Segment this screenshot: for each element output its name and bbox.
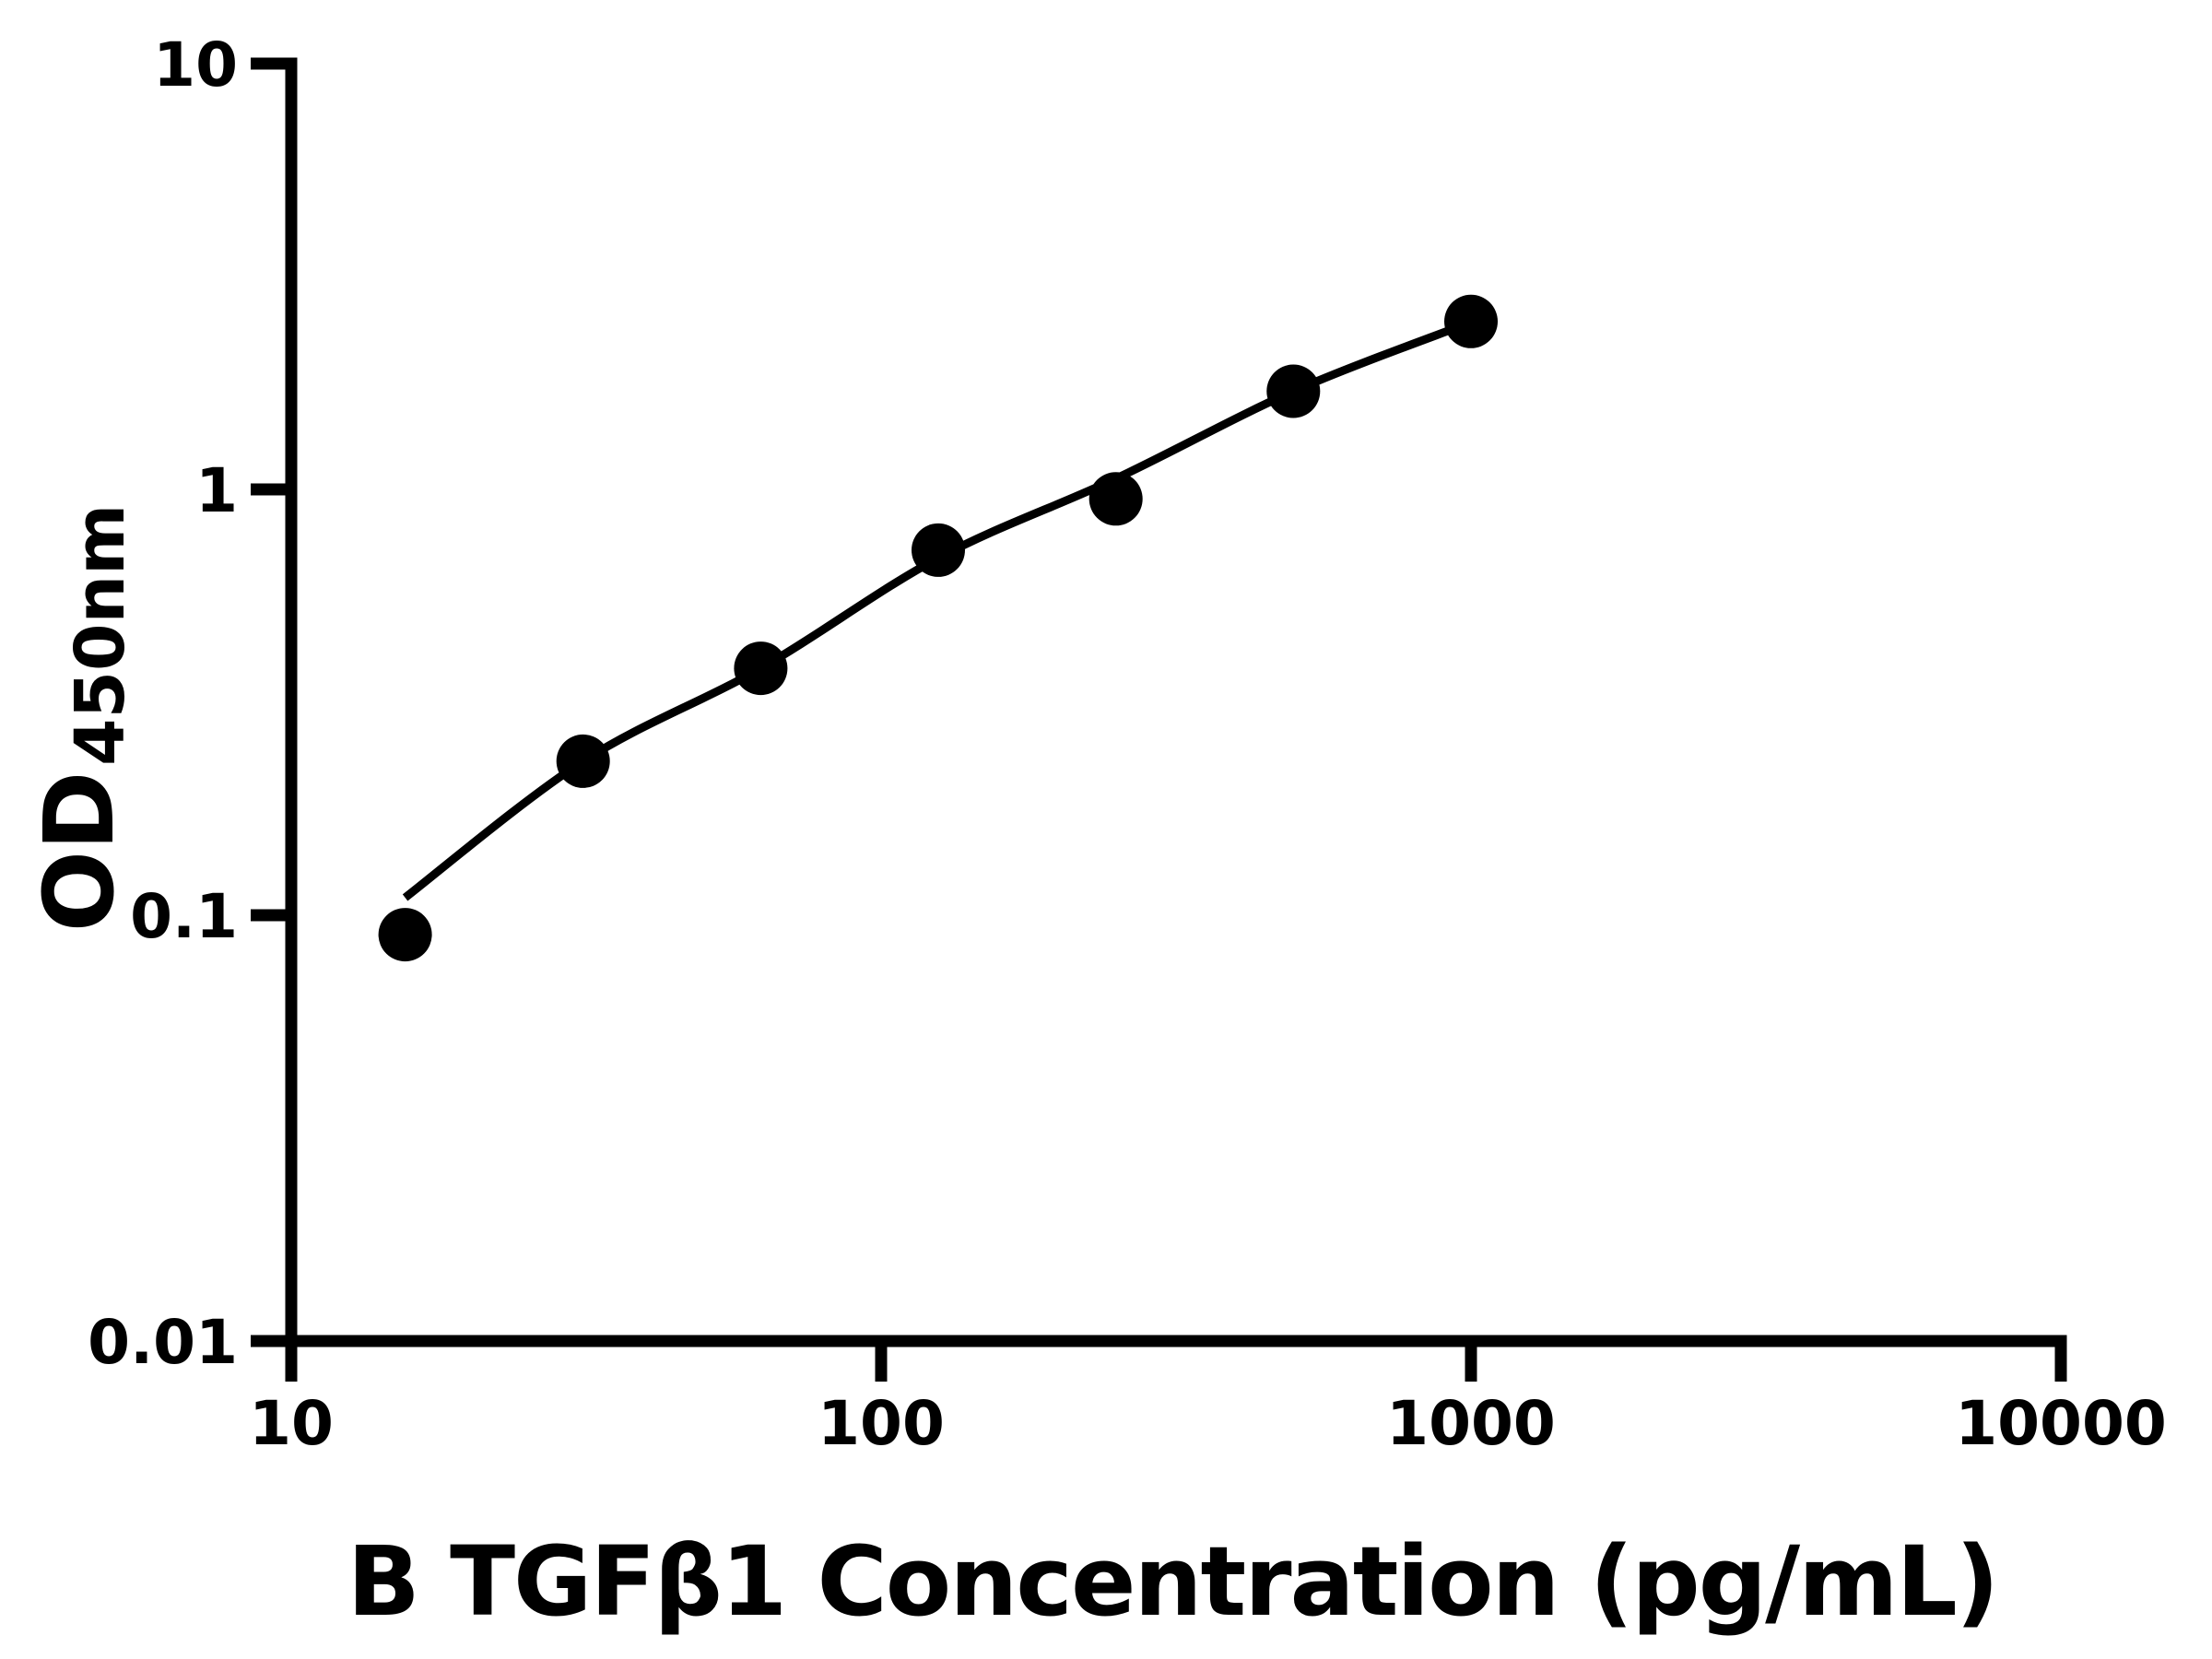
axes: [285, 57, 2067, 1347]
y-tick-label: 0.1: [130, 881, 238, 952]
x-tick-label: 100: [818, 1388, 945, 1459]
data-point: [1444, 294, 1498, 348]
data-point: [1266, 364, 1321, 418]
data-point: [912, 523, 965, 577]
x-axis-title: B TGFβ1 Concentration (pg/mL): [347, 1525, 1998, 1638]
x-tick-label: 10000: [1955, 1388, 2167, 1459]
y-tick-label: 0.01: [88, 1307, 238, 1378]
data-point: [734, 641, 788, 696]
data-point: [1088, 472, 1143, 526]
y-axis-title-main: OD: [23, 771, 135, 933]
y-tick-label: 1: [195, 455, 238, 526]
y-axis-title: OD 450nm: [23, 504, 140, 933]
data-point: [378, 908, 432, 962]
data-points-layer: [378, 294, 1498, 962]
ticks: [251, 57, 2067, 1382]
data-point: [556, 734, 610, 788]
y-tick-label: 10: [153, 29, 238, 100]
y-axis-title-subscript: 450nm: [61, 504, 140, 766]
x-tick-label: 10: [249, 1388, 334, 1459]
x-tick-label: 1000: [1386, 1388, 1556, 1459]
